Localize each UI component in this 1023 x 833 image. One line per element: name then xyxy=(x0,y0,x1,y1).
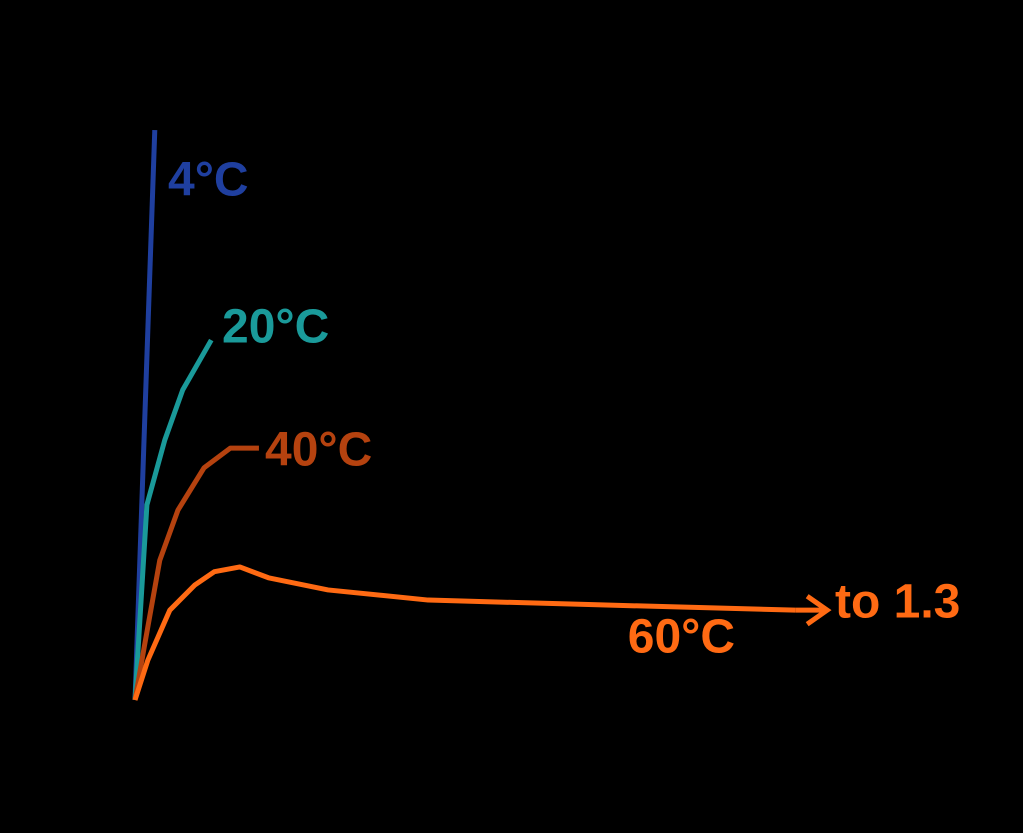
series-label: 4°C xyxy=(168,154,249,207)
x-tick-label: 0.1 xyxy=(341,712,405,764)
arrow-label: to 1.3 xyxy=(835,576,960,629)
x-tick-label: 0 xyxy=(130,712,156,764)
line xyxy=(132,338,214,701)
annotation: Data for the xyxy=(415,143,659,192)
y-tick-label: 20 xyxy=(72,535,123,587)
series-label: 20°C xyxy=(222,301,329,354)
annotation: (Plexiglas) xyxy=(415,330,635,379)
line xyxy=(132,445,259,701)
x-tick-label: 0.2 xyxy=(580,712,644,764)
y-tick-label: 0 xyxy=(97,670,123,722)
arrow xyxy=(795,594,832,627)
y-axis-label: σ(MPa) xyxy=(30,46,197,102)
y-tick-label: 80 xyxy=(72,130,123,182)
line xyxy=(132,564,796,701)
x-tick-label: 0.3 xyxy=(818,712,882,764)
annotation: polymer: PMMA xyxy=(415,268,747,317)
y-tick-label: 60 xyxy=(72,265,123,317)
series-label: 40°C xyxy=(265,424,372,477)
series-label: 60°C xyxy=(628,611,735,664)
y-tick-label: 40 xyxy=(72,400,123,452)
annotation: semicrystalline xyxy=(415,205,733,254)
x-axis-label: ε xyxy=(750,718,772,774)
